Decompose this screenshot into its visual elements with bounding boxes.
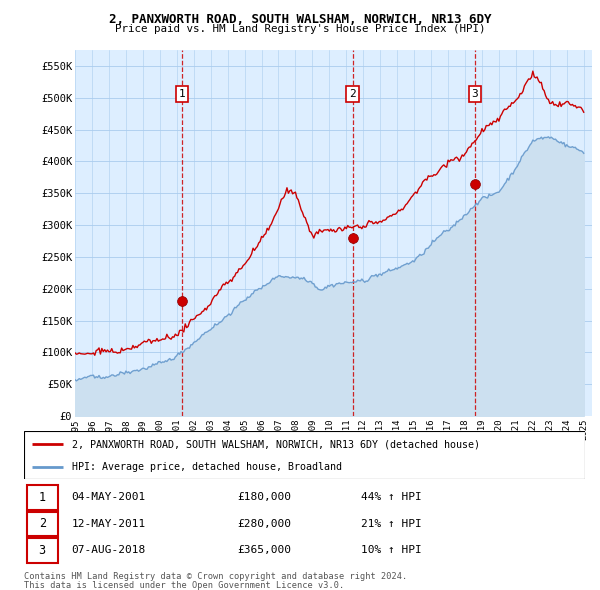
Point [348, 233, 358, 242]
Text: £180,000: £180,000 [237, 493, 291, 503]
Text: 1: 1 [38, 491, 46, 504]
Text: 2: 2 [38, 517, 46, 530]
Text: 04-MAY-2001: 04-MAY-2001 [71, 493, 146, 503]
Text: HPI: Average price, detached house, Broadland: HPI: Average price, detached house, Broa… [71, 462, 341, 472]
Bar [27, 538, 58, 563]
Text: 07-AUG-2018: 07-AUG-2018 [71, 545, 146, 555]
Text: 21% ↑ HPI: 21% ↑ HPI [361, 519, 421, 529]
Text: £280,000: £280,000 [237, 519, 291, 529]
Text: 44% ↑ HPI: 44% ↑ HPI [361, 493, 421, 503]
Text: 1: 1 [179, 89, 186, 99]
Text: 2, PANXWORTH ROAD, SOUTH WALSHAM, NORWICH, NR13 6DY: 2, PANXWORTH ROAD, SOUTH WALSHAM, NORWIC… [109, 13, 491, 26]
Text: 12-MAY-2011: 12-MAY-2011 [71, 519, 146, 529]
Bar [27, 485, 58, 510]
Text: This data is licensed under the Open Government Licence v3.0.: This data is licensed under the Open Gov… [24, 581, 344, 590]
Text: Price paid vs. HM Land Registry's House Price Index (HPI): Price paid vs. HM Land Registry's House … [115, 24, 485, 34]
Text: 3: 3 [38, 544, 46, 557]
Text: £365,000: £365,000 [237, 545, 291, 555]
Bar [27, 512, 58, 536]
Point [178, 297, 187, 306]
Text: 10% ↑ HPI: 10% ↑ HPI [361, 545, 421, 555]
Text: Contains HM Land Registry data © Crown copyright and database right 2024.: Contains HM Land Registry data © Crown c… [24, 572, 407, 581]
Text: 3: 3 [472, 89, 478, 99]
Point [470, 179, 479, 188]
Text: 2: 2 [349, 89, 356, 99]
Text: 2, PANXWORTH ROAD, SOUTH WALSHAM, NORWICH, NR13 6DY (detached house): 2, PANXWORTH ROAD, SOUTH WALSHAM, NORWIC… [71, 439, 479, 449]
